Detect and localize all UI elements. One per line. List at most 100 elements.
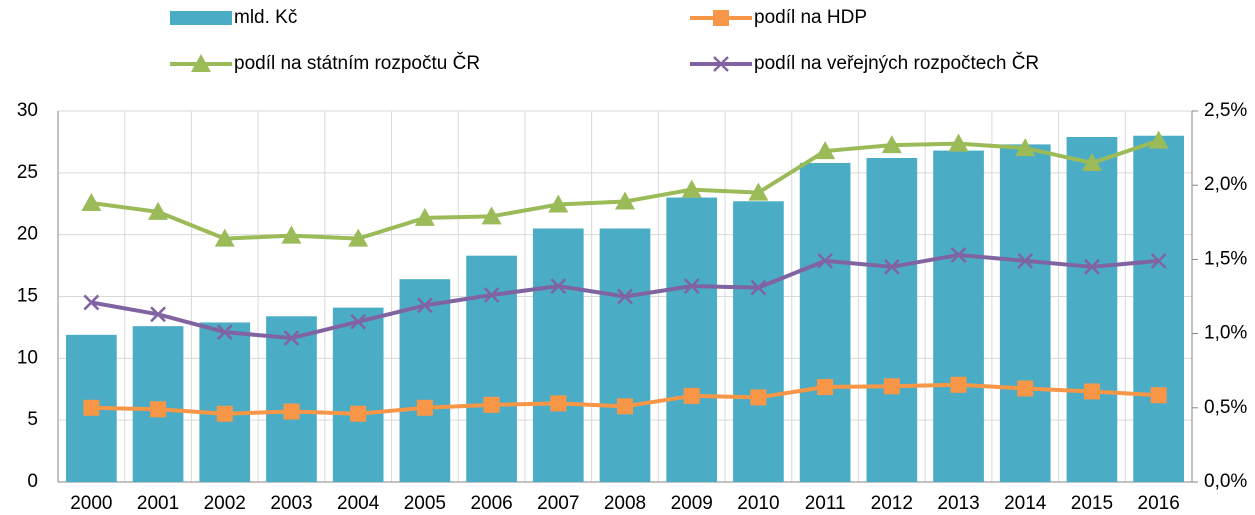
marker [483, 396, 500, 413]
bar [266, 316, 317, 482]
marker [550, 278, 567, 294]
marker [617, 398, 633, 415]
marker [416, 297, 433, 314]
marker [214, 228, 235, 247]
marker [283, 330, 300, 346]
legend-swatch [170, 11, 232, 25]
marker [817, 379, 834, 396]
bar [399, 279, 451, 482]
y-tick-label: 15 [17, 286, 38, 307]
x-tick-label: 2016 [1138, 493, 1180, 514]
bar [199, 322, 251, 482]
marker [883, 378, 900, 395]
x-tick-label: 2001 [137, 493, 179, 514]
bar [466, 255, 517, 482]
x-tick-label: 2015 [1071, 493, 1113, 514]
bar [666, 197, 718, 483]
line [91, 138, 1160, 241]
bar [1066, 136, 1118, 482]
x-tick-label: 2000 [70, 493, 112, 514]
bar [866, 157, 918, 482]
marker [416, 399, 433, 416]
marker [615, 191, 635, 210]
bar [599, 228, 651, 482]
marker [191, 54, 211, 72]
marker [216, 324, 233, 340]
legend-label: podíl na státním rozpočtu ČR [234, 52, 480, 74]
y2-tick-label: 0,0% [1204, 471, 1247, 492]
y-tick-label: 30 [17, 100, 38, 121]
y-tick-label: 5 [27, 409, 38, 430]
x-tick-label: 2009 [671, 493, 713, 514]
marker [948, 133, 969, 152]
marker [748, 182, 769, 201]
y-tick-label: 20 [17, 224, 38, 245]
x-tick-label: 2012 [871, 493, 913, 514]
marker [815, 141, 836, 160]
marker [350, 405, 367, 422]
marker [81, 193, 102, 212]
marker [1148, 130, 1169, 149]
marker [348, 228, 369, 247]
x-tick-label: 2007 [537, 493, 579, 514]
bar [332, 307, 384, 482]
marker [83, 399, 100, 416]
marker [1017, 253, 1034, 269]
legend-label: mld. Kč [234, 7, 297, 28]
y-tick-label: 0 [27, 471, 38, 492]
marker [350, 313, 367, 330]
marker [817, 253, 834, 269]
bar [799, 162, 851, 482]
marker [281, 225, 302, 244]
y2-tick-label: 0,5% [1204, 397, 1247, 418]
marker [683, 278, 700, 294]
marker [1150, 387, 1167, 404]
x-tick-label: 2005 [404, 493, 446, 514]
y2-tick-label: 2,5% [1204, 100, 1247, 121]
legend-label: podíl na veřejných rozpočtech ČR [754, 52, 1039, 74]
legend-label: podíl na HDP [754, 7, 867, 28]
marker [1015, 138, 1036, 157]
y2-tick-label: 1,5% [1204, 248, 1247, 269]
marker [1084, 258, 1100, 275]
marker [1083, 383, 1100, 400]
marker [1150, 253, 1167, 269]
x-tick-label: 2002 [204, 493, 246, 514]
bar [532, 228, 584, 482]
bar [933, 150, 984, 482]
marker [414, 207, 435, 226]
marker [283, 403, 300, 420]
marker [950, 376, 967, 393]
marker [713, 56, 729, 72]
marker [950, 247, 967, 263]
bar [733, 201, 784, 482]
y2-tick-label: 1,0% [1204, 323, 1247, 344]
marker [750, 279, 767, 296]
bar [999, 144, 1051, 482]
x-tick-label: 2013 [937, 493, 979, 514]
marker [148, 201, 169, 220]
x-tick-label: 2003 [270, 493, 312, 514]
marker [683, 387, 700, 404]
marker [750, 389, 767, 406]
x-tick-label: 2010 [737, 493, 779, 514]
marker [881, 135, 902, 154]
x-tick-label: 2011 [805, 493, 846, 514]
marker [1081, 152, 1102, 171]
marker [550, 395, 567, 412]
y-tick-label: 10 [17, 347, 38, 368]
x-tick-label: 2008 [604, 493, 646, 514]
marker [681, 179, 702, 198]
x-tick-label: 2014 [1004, 493, 1047, 514]
x-tick-label: 2004 [337, 493, 380, 514]
marker [83, 294, 100, 311]
marker [216, 405, 233, 422]
marker [617, 288, 633, 305]
marker [150, 401, 167, 418]
bar [1133, 135, 1184, 482]
marker [1017, 380, 1034, 397]
marker [713, 10, 729, 26]
marker [150, 306, 166, 323]
y2-tick-label: 2,0% [1204, 174, 1247, 195]
